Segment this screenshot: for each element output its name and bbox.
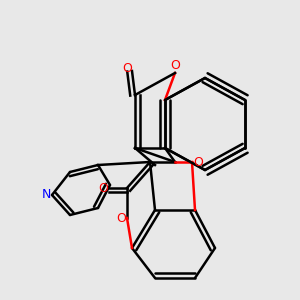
Text: O: O xyxy=(170,59,180,72)
Text: O: O xyxy=(193,155,203,169)
Text: O: O xyxy=(123,61,132,74)
Text: O: O xyxy=(98,182,108,194)
Text: N: N xyxy=(41,188,51,202)
Text: O: O xyxy=(116,212,126,224)
